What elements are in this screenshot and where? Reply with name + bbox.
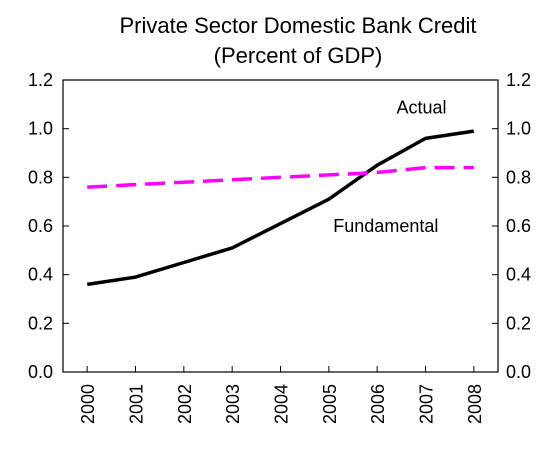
y-tick-label-left: 1.2 (28, 70, 53, 90)
x-tick-label: 2000 (78, 384, 98, 424)
x-tick-label: 2003 (223, 384, 243, 424)
data-point-fundamental (280, 177, 281, 178)
y-tick-label-right: 0.6 (506, 216, 531, 236)
x-tick-label: 2001 (127, 384, 147, 424)
annotation-actual: Actual (396, 97, 446, 117)
y-tick-label-left: 0.6 (28, 216, 53, 236)
data-point-fundamental (232, 179, 233, 180)
y-tick-label-right: 1.2 (506, 70, 531, 90)
data-point-fundamental (183, 182, 184, 183)
series-line-actual (86, 129, 475, 287)
x-tick-label: 2004 (272, 384, 292, 424)
data-point-actual (473, 131, 474, 132)
chart-subtitle: (Percent of GDP) (214, 43, 383, 68)
data-point-actual (135, 277, 136, 278)
data-point-fundamental (377, 172, 378, 173)
y-tick-label-left: 0.2 (28, 313, 53, 333)
y-tick-label-right: 0.2 (506, 313, 531, 333)
data-point-fundamental (473, 167, 474, 168)
y-tick-label-right: 1.0 (506, 119, 531, 139)
data-point-actual (377, 165, 378, 166)
data-point-actual (232, 247, 233, 248)
y-tick-label-right: 0.8 (506, 167, 531, 187)
data-point-actual (328, 199, 329, 200)
x-tick-label: 2002 (175, 384, 195, 424)
x-tick-label: 2007 (417, 384, 437, 424)
data-point-fundamental (87, 187, 88, 188)
chart-title: Private Sector Domestic Bank Credit (119, 13, 476, 38)
data-point-actual (280, 223, 281, 224)
y-tick-label-left: 0.4 (28, 265, 53, 285)
annotation-fundamental: Fundamental (333, 216, 438, 236)
data-point-fundamental (328, 174, 329, 175)
y-tick-label-right: 0.0 (506, 362, 531, 382)
data-point-fundamental (135, 184, 136, 185)
series-line-fundamental (87, 165, 474, 189)
data-point-actual (425, 138, 426, 139)
y-tick-label-right: 0.4 (506, 265, 531, 285)
data-point-fundamental (425, 167, 426, 168)
x-tick-label: 2008 (465, 384, 485, 424)
x-tick-label: 2005 (320, 384, 340, 424)
x-tick-label: 2006 (368, 384, 388, 424)
y-tick-label-left: 1.0 (28, 119, 53, 139)
data-point-actual (183, 262, 184, 263)
y-tick-label-left: 0.8 (28, 167, 53, 187)
y-tick-label-left: 0.0 (28, 362, 53, 382)
data-point-actual (87, 284, 88, 285)
